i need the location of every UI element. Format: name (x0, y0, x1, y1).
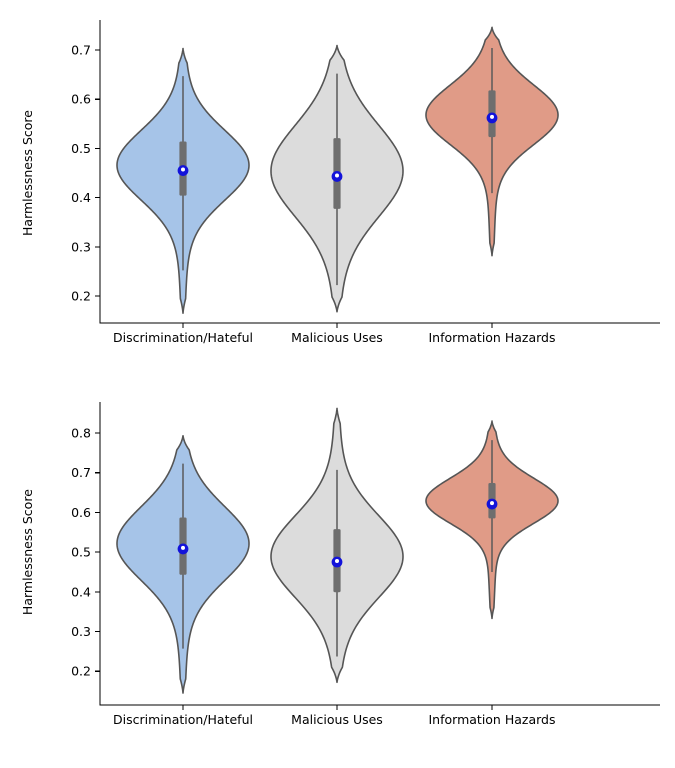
y-tick-label: 0.7 (71, 43, 91, 58)
chart-panel-top: 0.2 0.3 0.4 0.5 0.6 0.7 Harmlessness Score Disc… (20, 20, 660, 345)
x-tick-label-information-hazards: Information Hazards (429, 330, 556, 345)
y-axis-title: Harmlessness Score (20, 110, 35, 236)
median-marker-center (490, 114, 494, 119)
axis-spines (99, 402, 660, 706)
y-tick-label: 0.5 (71, 545, 91, 560)
y-tick-label: 0.6 (71, 505, 91, 520)
y-tick-label: 0.4 (71, 190, 91, 205)
y-tick-label: 0.4 (71, 584, 91, 599)
bottom-panel-plot-area: 0.2 0.3 0.4 0.5 0.6 0.7 0.8 Harmlessness Score D… (20, 402, 660, 727)
y-tick-label: 0.7 (71, 465, 91, 480)
median-marker-center (335, 173, 339, 178)
x-tick-label-malicious-uses: Malicious Uses (291, 330, 383, 345)
y-tick-label: 0.2 (71, 664, 91, 679)
x-tick-label-information-hazards: Information Hazards (429, 712, 556, 727)
y-tick-label: 0.2 (71, 289, 91, 304)
y-tick-label: 0.3 (71, 239, 91, 254)
median-marker-center (181, 545, 185, 550)
median-marker-center (335, 559, 339, 564)
y-tick-label: 0.6 (71, 92, 91, 107)
y-tick-label: 0.8 (71, 426, 91, 441)
chart-panel-bottom: 0.2 0.3 0.4 0.5 0.6 0.7 0.8 Harmlessness Score D… (0, 384, 675, 768)
y-tick-label: 0.3 (71, 624, 91, 639)
median-marker-center (490, 501, 494, 506)
axis-spines (99, 20, 660, 324)
median-marker-center (181, 167, 185, 172)
y-tick-label: 0.5 (71, 141, 91, 156)
top-panel-plot-area: 0.2 0.3 0.4 0.5 0.6 0.7 Harmlessness Score Disc… (20, 20, 660, 345)
x-tick-label-discrimination-hateful: Discrimination/Hateful (113, 712, 253, 727)
x-tick-label-discrimination-hateful: Discrimination/Hateful (113, 330, 253, 345)
y-axis-title: Harmlessness Score (20, 489, 35, 615)
x-tick-label-malicious-uses: Malicious Uses (291, 712, 383, 727)
